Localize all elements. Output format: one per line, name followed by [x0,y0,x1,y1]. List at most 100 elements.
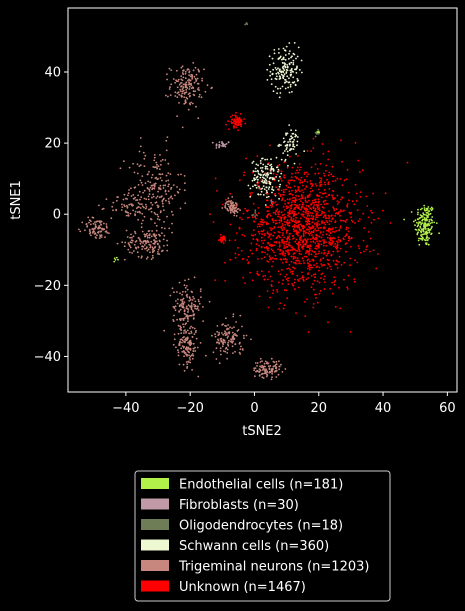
data-point [139,164,142,167]
data-point [288,198,291,201]
data-point [327,174,330,177]
data-point [290,67,293,70]
data-point [193,81,196,84]
data-point [164,184,167,187]
data-point [231,114,234,117]
data-point [253,369,256,372]
data-point [196,346,199,349]
data-point [233,125,236,127]
points-layer [78,22,440,381]
data-point [115,209,118,212]
data-point [299,223,302,226]
data-point [271,186,274,188]
data-point [279,92,282,94]
data-point [308,205,310,208]
data-point [288,244,291,247]
data-point [323,203,326,206]
data-point [150,218,153,221]
data-point [279,236,281,239]
data-point [314,238,317,241]
data-point [189,75,192,78]
data-point [263,239,266,242]
data-point [143,244,146,246]
data-point [276,288,278,291]
data-point [266,370,268,373]
data-point [325,164,328,167]
data-point [225,333,228,336]
data-point [285,148,288,151]
data-point [283,226,285,229]
data-point [268,169,271,171]
data-point [252,234,255,237]
data-point [214,335,217,338]
data-point [269,257,272,259]
data-point [91,228,94,230]
data-point [254,233,257,236]
data-point [329,287,332,290]
data-point [184,83,187,85]
data-point [271,57,274,60]
data-point [113,257,116,260]
data-point [314,183,317,185]
data-point [252,160,255,163]
data-point [284,66,287,69]
data-point [278,52,280,54]
data-point [339,214,341,217]
data-point [297,178,300,181]
data-point [176,86,179,89]
data-point [313,204,316,206]
data-point [161,202,164,205]
data-point [231,122,234,124]
data-point [181,300,184,303]
data-point [288,235,291,238]
data-point [288,213,291,216]
data-point [165,139,168,142]
data-point [292,237,295,240]
data-point [132,197,135,200]
data-point [187,320,189,322]
data-point [140,181,143,184]
data-point [161,179,163,182]
data-point [167,172,170,175]
data-point [343,278,345,281]
data-point [314,293,316,296]
data-point [286,65,289,68]
data-point [147,230,150,233]
data-point [226,208,229,210]
data-point [271,218,274,221]
data-point [306,259,309,262]
data-point [328,237,331,240]
data-point [147,241,150,244]
data-point [310,286,313,289]
data-point [325,229,328,232]
data-point [425,237,428,240]
data-point [211,334,213,337]
data-point [317,201,320,204]
data-point [310,187,312,190]
data-point [265,182,268,185]
data-point [177,173,180,176]
data-point [285,45,288,48]
data-point [281,234,284,237]
data-point [277,211,279,214]
data-point [183,284,186,287]
data-point [421,233,424,236]
data-point [294,256,297,259]
data-point [156,242,159,245]
data-point [304,171,306,174]
data-point [302,191,305,194]
data-point [348,211,351,214]
data-point [421,215,424,218]
data-point [81,221,84,224]
data-point [419,208,422,211]
data-point [245,334,248,337]
data-point [239,123,242,126]
data-point [187,337,189,340]
data-point [327,259,330,262]
data-point [312,306,315,309]
data-point [182,326,185,328]
data-point [283,242,285,245]
data-point [417,224,420,227]
data-point [159,154,161,156]
data-point [270,285,273,288]
